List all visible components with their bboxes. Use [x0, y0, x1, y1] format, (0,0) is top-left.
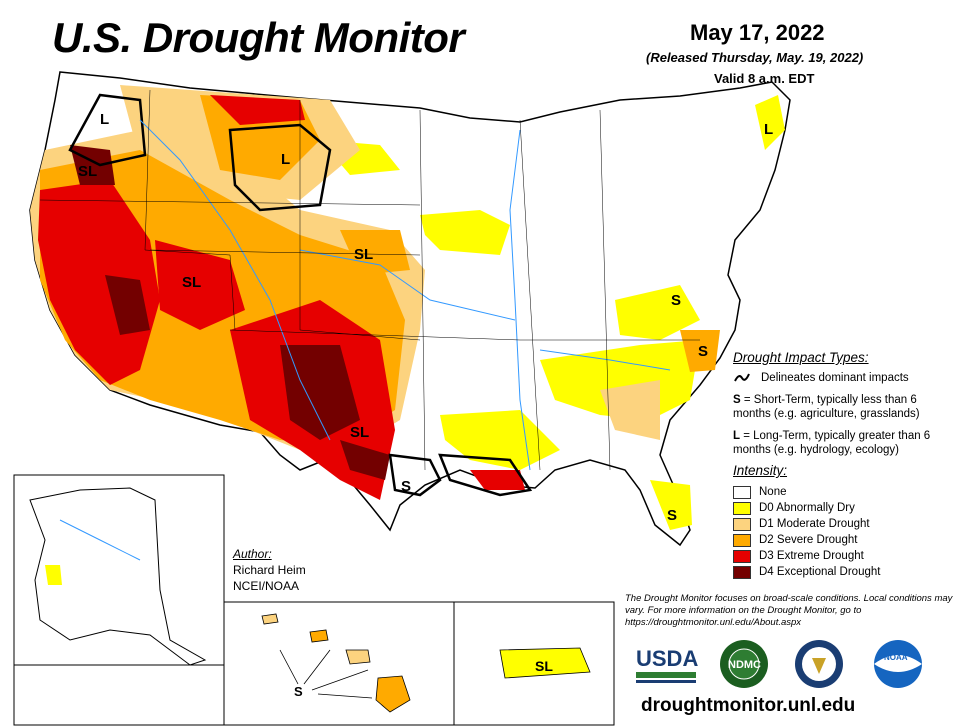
- author-label: Author:: [233, 547, 272, 561]
- label-d3: D3 Extreme Drought: [759, 550, 864, 562]
- commerce-seal: [795, 640, 843, 688]
- alaska-shape: [29, 487, 207, 666]
- d4-areas: [70, 145, 390, 480]
- release-date: (Released Thursday, May. 19, 2022): [646, 50, 864, 65]
- svg-text:USDA: USDA: [636, 646, 698, 671]
- svg-text:NDMC: NDMC: [728, 659, 761, 671]
- ndmc-logo: NDMC: [720, 640, 768, 688]
- puerto-rico-shape: [499, 647, 591, 679]
- usda-logo: USDA: [636, 646, 698, 683]
- label-d1: D1 Moderate Drought: [759, 518, 870, 530]
- author-org: NCEI/NOAA: [233, 579, 300, 593]
- legend-d0: D0 Abnormally Dry: [733, 500, 955, 516]
- state-lines: [39, 89, 700, 471]
- valid-time: Valid 8 a.m. EDT: [714, 71, 815, 86]
- swatch-d0: [733, 502, 751, 515]
- intensity-title: Intensity:: [733, 463, 788, 478]
- label-sl-1: SL: [78, 163, 97, 180]
- footer-url[interactable]: droughtmonitor.unl.edu: [641, 695, 856, 716]
- label-hawaii-s: S: [294, 684, 303, 699]
- label-pr-sl: SL: [535, 658, 553, 674]
- impact-types-title: Drought Impact Types:: [733, 350, 869, 365]
- label-d2: D2 Severe Drought: [759, 534, 858, 546]
- legend-d2: D2 Severe Drought: [733, 532, 955, 548]
- swatch-none: [733, 486, 751, 499]
- author-name: Richard Heim: [233, 563, 306, 577]
- alaska-river: [59, 519, 141, 561]
- swatch-d4: [733, 566, 751, 579]
- label-d0: D0 Abnormally Dry: [759, 502, 855, 514]
- legend-delineate-row: Delineates dominant impacts: [733, 371, 955, 385]
- delineates-text: Delineates dominant impacts: [761, 372, 909, 384]
- alaska-aleutians-inset: [13, 664, 225, 726]
- hawaii-inset: [223, 601, 455, 726]
- label-sl-2: SL: [182, 274, 201, 291]
- legend-d3: D3 Extreme Drought: [733, 548, 955, 564]
- map-date: May 17, 2022: [690, 20, 825, 45]
- disclaimer-note: The Drought Monitor focuses on broad-sca…: [625, 593, 953, 628]
- label-l-1: L: [100, 111, 109, 128]
- long-term-desc: = Long-Term, typically greater than 6 mo…: [733, 430, 931, 456]
- label-sl-3: SL: [354, 246, 373, 263]
- author-block: Author: Richard Heim NCEI/NOAA: [233, 546, 306, 594]
- swatch-d1: [733, 518, 751, 531]
- legend-d1: D1 Moderate Drought: [733, 516, 955, 532]
- rivers: [139, 119, 671, 471]
- alaska-d0: [45, 565, 62, 585]
- swatch-d2: [733, 534, 751, 547]
- noaa-logo: NOAA: [874, 640, 922, 688]
- label-s-2: S: [671, 292, 681, 309]
- short-term-desc: = Short-Term, typically less than 6 mont…: [733, 394, 920, 420]
- short-term-code: S: [733, 394, 741, 406]
- svg-text:NOAA: NOAA: [884, 653, 908, 662]
- map-title: U.S. Drought Monitor: [52, 14, 465, 61]
- legend: Drought Impact Types: Delineates dominan…: [733, 350, 955, 580]
- boundary-line-icon: [734, 373, 750, 382]
- label-none: None: [759, 486, 787, 498]
- legend-none: None: [733, 484, 955, 500]
- long-term-code: L: [733, 430, 741, 442]
- label-sl-4: SL: [350, 424, 369, 441]
- legend-d4: D4 Exceptional Drought: [733, 564, 955, 580]
- label-s-1: S: [401, 478, 411, 495]
- label-l-3: L: [764, 121, 773, 138]
- label-s-3: S: [698, 343, 708, 360]
- short-term-text: S = Short-Term, typically less than 6 mo…: [733, 393, 955, 421]
- label-d4: D4 Exceptional Drought: [759, 566, 881, 578]
- swatch-d3: [733, 550, 751, 563]
- label-s-4: S: [667, 507, 677, 524]
- long-term-text: L = Long-Term, typically greater than 6 …: [733, 429, 955, 457]
- partner-logos: USDA NDMC NOAA: [636, 640, 922, 688]
- hawaii-islands: [261, 613, 411, 713]
- label-l-2: L: [281, 151, 290, 168]
